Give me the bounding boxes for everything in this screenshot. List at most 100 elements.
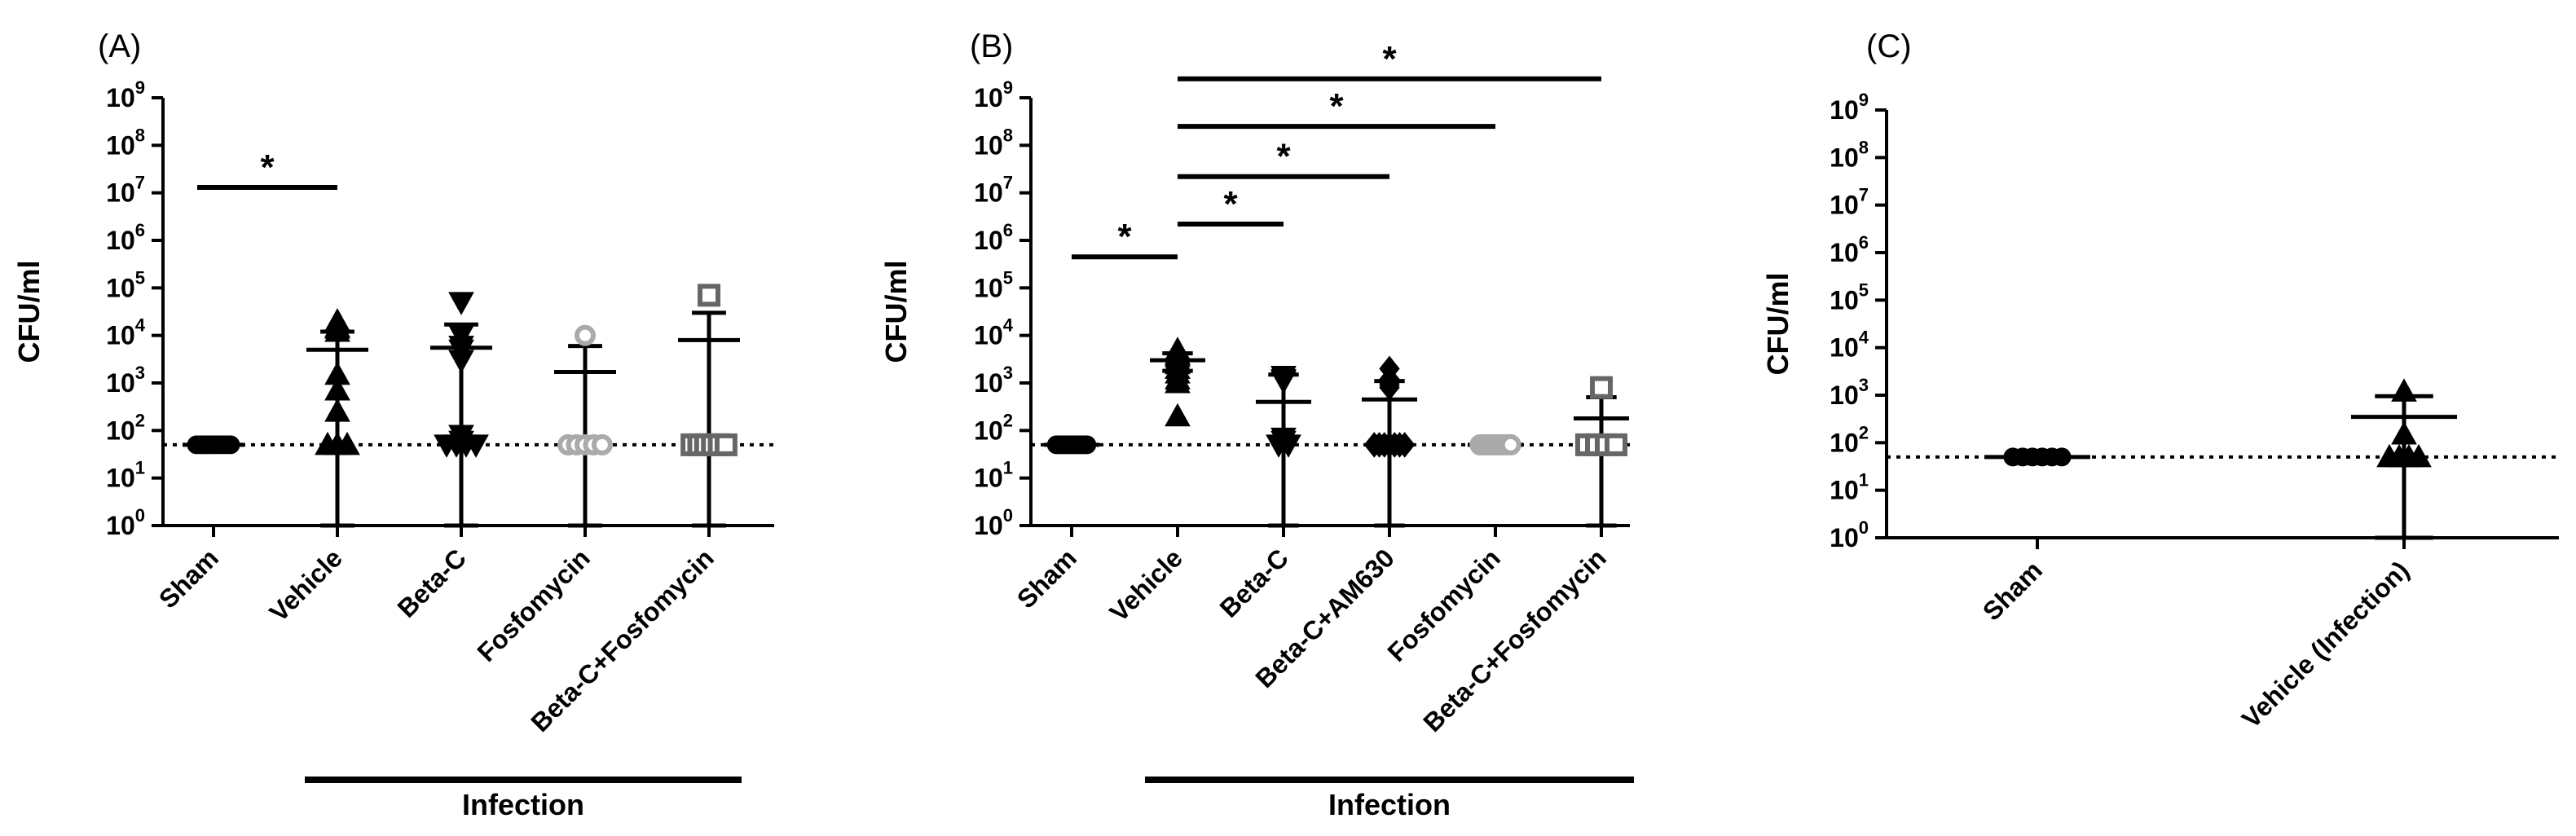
data-point [1394,432,1416,458]
y-tick-base: 10 [974,273,1003,302]
significance-star: * [260,147,275,187]
y-tick-label: 109 [106,77,145,112]
y-tick-exponent: 8 [1859,137,1869,157]
data-point [1275,434,1301,458]
y-tick-base: 10 [106,511,135,540]
series-beta-c-fosfomycin [1574,376,1629,528]
y-tick-base: 10 [1830,191,1859,220]
y-tick-base: 10 [1830,333,1859,363]
x-tick-label: Vehicle (Infection) [2236,555,2415,733]
y-tick-base: 10 [106,130,135,160]
x-tick-label: Beta-C [1214,543,1294,623]
y-tick-label: 101 [974,458,1013,493]
y-tick-exponent: 1 [135,458,145,478]
data-point [324,319,350,342]
chart-panel-2: (B)CFU/ml100101102103104105106107108109S… [879,29,1634,821]
y-tick-base: 10 [1830,143,1859,172]
y-axis-label: CFU/ml [879,261,913,363]
data-point [2052,447,2072,467]
y-tick-label: 107 [1830,185,1869,220]
data-point [1077,435,1097,455]
y-tick-label: 106 [974,220,1013,255]
data-point [221,435,240,455]
x-tick-label: Beta-C+Fosfomycin [1417,543,1612,737]
y-tick-label: 102 [974,410,1013,445]
data-point [575,324,596,346]
data-point [1499,433,1521,455]
data-point [1165,369,1191,394]
series-fosfomycin [554,324,616,528]
series-sham [183,435,244,455]
y-tick-exponent: 2 [135,410,145,430]
y-tick-exponent: 3 [1003,363,1013,383]
data-point [2391,378,2417,402]
series-fosfomycin [1468,433,1523,455]
y-tick-exponent: 5 [135,267,145,288]
y-tick-base: 10 [106,226,135,255]
y-tick-label: 108 [974,125,1013,160]
y-tick-exponent: 5 [1003,267,1013,288]
y-tick-base: 10 [974,416,1003,445]
series-beta-c-fosfomycin [678,284,740,528]
y-tick-exponent: 6 [135,220,145,240]
data-point [448,292,474,315]
y-tick-base: 10 [974,130,1003,160]
panel-label: (A) [98,29,141,64]
chart-panel-3: (C)CFU/ml100101102103104105106107108109S… [1761,29,2559,734]
y-tick-exponent: 3 [135,363,145,383]
y-tick-exponent: 8 [135,125,145,145]
y-tick-label: 103 [106,363,145,398]
y-tick-base: 10 [106,368,135,398]
panel-label: (B) [970,29,1013,64]
y-tick-label: 105 [974,267,1013,302]
data-point [698,284,720,307]
y-tick-base: 10 [1830,95,1859,125]
y-tick-label: 104 [974,315,1014,350]
y-tick-exponent: 6 [1859,232,1869,253]
x-tick-label: Beta-C [392,543,472,623]
x-tick-label: Sham [1977,555,2048,626]
y-tick-exponent: 1 [1859,470,1869,491]
y-tick-exponent: 0 [135,505,145,526]
y-tick-exponent: 0 [1859,517,1869,538]
y-tick-label: 101 [1830,470,1869,505]
y-tick-base: 10 [974,226,1003,255]
data-point [448,350,474,374]
significance-star: * [1382,39,1397,79]
y-tick-exponent: 2 [1003,410,1013,430]
y-tick-base: 10 [974,464,1003,493]
y-tick-base: 10 [1830,428,1859,457]
data-point [714,433,738,456]
significance-star: * [1276,137,1291,177]
data-point [2391,421,2417,445]
y-tick-label: 105 [1830,279,1869,315]
group-label: Infection [1328,788,1451,821]
y-tick-exponent: 7 [1003,173,1013,193]
y-tick-exponent: 7 [135,173,145,193]
y-tick-label: 105 [106,267,145,302]
significance-star: * [1223,184,1238,224]
y-tick-base: 10 [1830,285,1859,315]
y-tick-base: 10 [106,178,135,208]
y-tick-label: 104 [106,315,146,350]
y-tick-exponent: 7 [1859,185,1869,205]
y-tick-exponent: 4 [135,315,146,336]
series-beta-c [1256,365,1311,528]
series-vehicle [1150,337,1205,427]
y-tick-label: 102 [106,410,145,445]
panel-label: (C) [1866,29,1912,64]
y-tick-base: 10 [974,178,1003,208]
y-tick-label: 106 [1830,232,1869,267]
data-point [2406,443,2432,468]
y-tick-exponent: 8 [1003,125,1013,145]
series-vehicle-infection- [2351,378,2457,540]
y-tick-label: 104 [1830,328,1869,363]
y-tick-base: 10 [1830,523,1859,552]
y-tick-exponent: 3 [1859,375,1869,395]
series-beta-c [430,292,492,528]
y-tick-base: 10 [106,321,135,350]
y-tick-label: 106 [106,220,145,255]
x-tick-label: Vehicle [264,543,348,627]
data-point [1270,371,1297,394]
